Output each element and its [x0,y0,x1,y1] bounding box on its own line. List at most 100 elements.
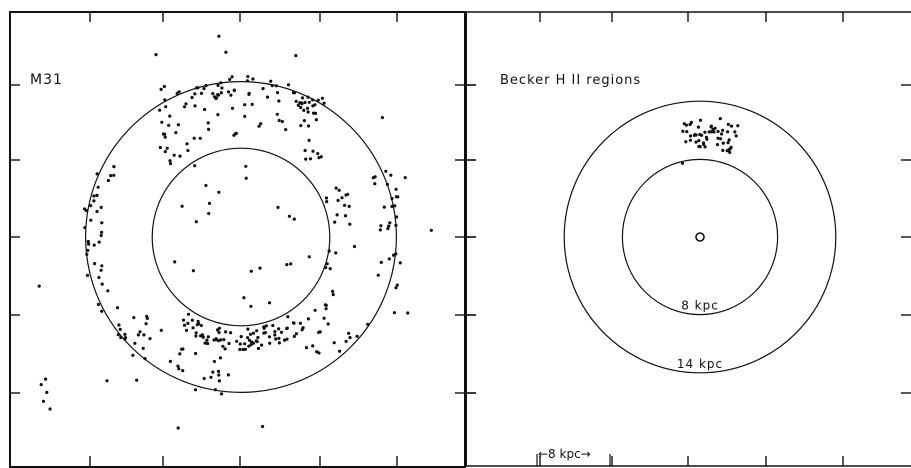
data-point [344,193,348,197]
data-point [221,344,225,348]
data-point [163,135,167,139]
data-point [429,228,433,232]
data-point [167,123,171,127]
data-point [132,316,136,320]
panel-left-title: M31 [30,72,63,88]
data-point [716,129,720,134]
data-point [256,346,261,351]
data-point [302,108,306,112]
data-point [163,150,167,154]
data-point [255,329,259,333]
data-point [190,318,194,322]
data-point [93,262,97,266]
data-point [181,318,186,322]
data-point [217,34,221,38]
data-point [249,269,253,273]
data-point [319,155,323,159]
data-point [194,351,198,356]
data-point [685,130,689,134]
data-point [299,124,303,128]
data-point [694,133,698,137]
data-point [186,312,191,316]
data-point [720,132,724,136]
data-point [725,149,729,153]
data-point [162,132,167,136]
data-point [299,101,303,105]
data-point [176,426,180,430]
data-point [688,138,693,142]
data-point [277,336,281,340]
data-point [191,326,195,330]
data-point [371,176,375,180]
data-point [199,91,204,95]
data-point [100,309,104,313]
panel-right-ticks [466,12,911,466]
data-point [133,341,137,345]
data-point [736,124,740,128]
data-point [406,311,410,315]
data-point [306,317,310,321]
data-point [224,330,228,334]
data-point [721,141,725,145]
data-point [392,311,396,315]
data-point [246,74,250,79]
data-point [255,340,259,344]
data-point [291,321,295,325]
ring-8-kpc [621,158,779,316]
data-point [184,102,188,106]
data-point [292,217,296,221]
data-point [220,392,224,396]
data-point [232,88,236,92]
data-point [308,157,313,161]
data-point [324,196,329,200]
data-point [721,148,725,152]
data-point [168,114,172,118]
data-point [204,84,208,88]
data-point [199,323,203,328]
data-point [289,262,293,266]
data-point [245,79,249,83]
data-point [100,230,104,234]
data-point [403,176,407,180]
data-point [247,92,251,96]
data-point [202,376,206,381]
data-point [275,91,280,95]
data-point [366,322,370,326]
data-point [284,128,288,132]
data-point [216,93,220,97]
data-point [323,303,327,307]
data-point [322,101,326,105]
data-point [212,359,216,364]
data-point [267,301,272,305]
data-point [250,102,254,106]
data-point [85,252,89,256]
data-point [106,178,110,183]
data-point [119,335,123,340]
data-point [261,87,265,91]
data-point [268,341,272,345]
data-point [144,322,148,326]
data-point [182,105,187,109]
data-point [380,116,384,120]
data-point [243,103,247,107]
ring-8-kpc [151,147,331,327]
data-point [216,328,220,332]
data-point [273,330,277,334]
data-point [280,119,284,124]
data-point [320,96,324,100]
data-point [334,186,338,190]
data-point [238,347,242,352]
data-point [226,373,230,377]
data-point [702,142,706,146]
panel-left-circles [85,81,397,393]
data-point [277,118,281,123]
data-point [252,341,256,345]
data-point [204,183,208,188]
data-point [39,383,43,387]
data-point [325,200,329,204]
data-point [180,347,184,351]
data-point [680,161,685,165]
data-point [206,121,210,125]
data-point [105,379,109,383]
data-point [216,369,221,373]
